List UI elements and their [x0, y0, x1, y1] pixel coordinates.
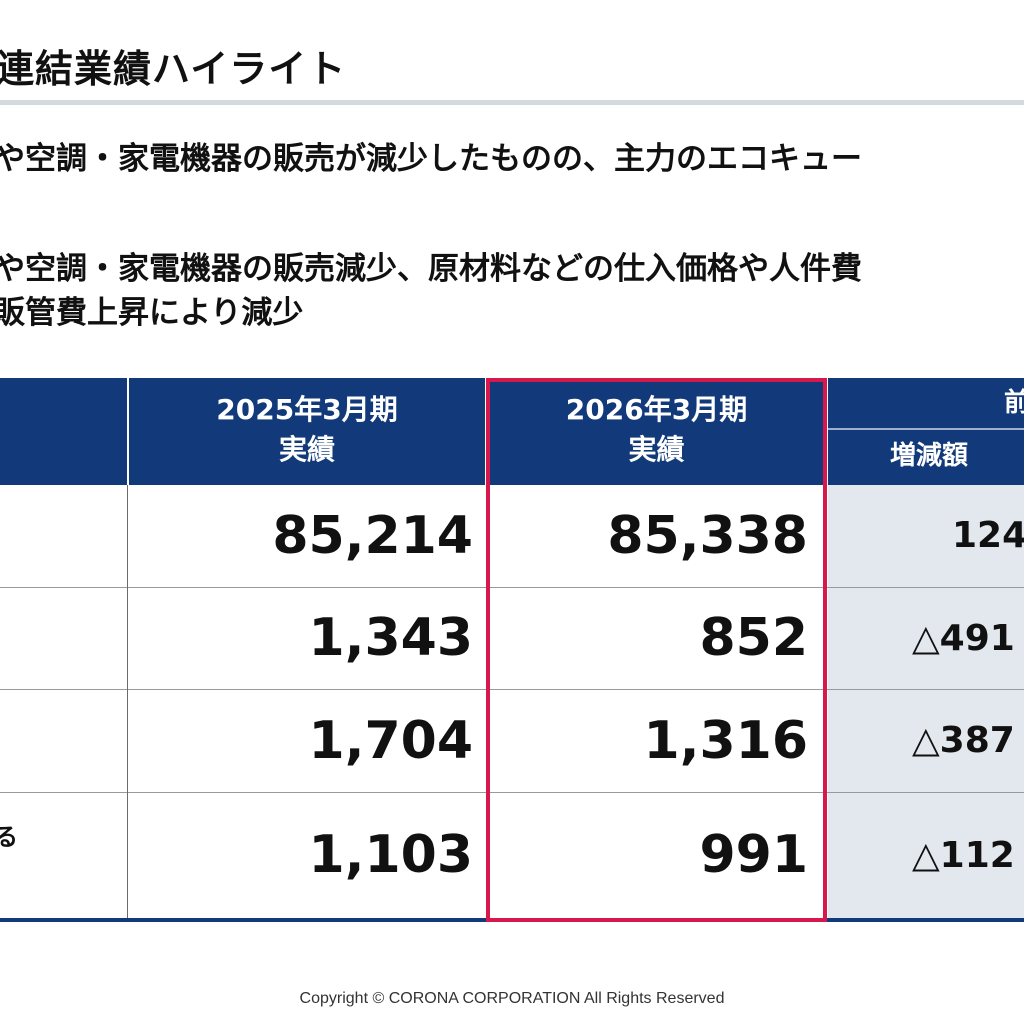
header-cell-fy2025: 2025年3月期 実績	[129, 378, 485, 485]
column-divider	[826, 485, 827, 922]
column-divider	[127, 485, 128, 922]
header-cell-comparison: 前 増減額	[828, 378, 1024, 485]
row-divider	[0, 689, 1024, 690]
copyright-text: Copyright © CORONA CORPORATION All Right…	[299, 990, 725, 1007]
summary-bullet-2-continued: 販管費上昇により減少	[0, 295, 304, 331]
fy2026-value: 852	[699, 608, 808, 668]
change-value: 124	[952, 515, 1024, 556]
table-row: る 1,103 991 △112	[0, 793, 1024, 918]
table-row: 1,343 852 △491	[0, 588, 1024, 689]
fy2025-value: 85,214	[272, 506, 473, 566]
row-label: る	[0, 823, 18, 851]
change-value: △387	[912, 720, 1015, 761]
fy2025-value: 1,343	[308, 608, 473, 668]
fy2025-value: 1,704	[308, 711, 473, 771]
table-row: 1,704 1,316 △387	[0, 690, 1024, 792]
fy2025-value: 1,103	[308, 825, 473, 885]
row-divider	[0, 792, 1024, 793]
change-value: △491	[912, 618, 1015, 659]
summary-bullet-1: や空調・家電機器の販売が減少したものの、主力のエコキュー	[0, 141, 862, 177]
title-divider	[0, 100, 1024, 105]
change-value: △112	[912, 835, 1015, 876]
header-fy2025-period: 2025年3月期	[216, 393, 398, 426]
page-title: 連結業績ハイライト	[0, 47, 347, 91]
header-fy2026-actual: 実績	[628, 433, 685, 466]
table-bottom-rule	[0, 918, 1024, 922]
header-comparison-label: 前	[828, 378, 1024, 430]
results-table: 2025年3月期 実績 2026年3月期 実績 前 増減額 85,214 85,…	[0, 378, 1024, 922]
header-fy2026-period: 2026年3月期	[565, 393, 748, 426]
fy2026-value: 991	[699, 825, 808, 885]
table-row: 85,214 85,338 124	[0, 485, 1024, 587]
header-fy2025-actual: 実績	[278, 433, 335, 466]
fy2026-value: 1,316	[643, 711, 808, 771]
copyright-footer: Copyright © CORONA CORPORATION All Right…	[0, 990, 1024, 1008]
row-divider	[0, 587, 1024, 588]
fy2026-value: 85,338	[607, 506, 808, 566]
header-change-amount: 増減額	[890, 441, 969, 471]
header-cell-item	[0, 378, 127, 485]
summary-bullet-2: や空調・家電機器の販売減少、原材料などの仕入価格や人件費	[0, 251, 862, 287]
header-cell-fy2026: 2026年3月期 実績	[490, 378, 823, 485]
